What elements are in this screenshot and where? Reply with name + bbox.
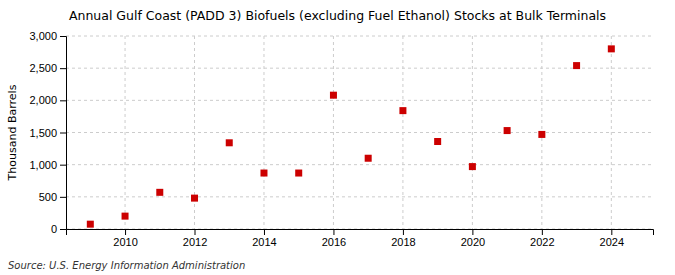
- x-axis-line: [67, 230, 654, 236]
- point: [365, 155, 372, 162]
- point: [191, 195, 198, 202]
- x-tick-mark: [125, 229, 126, 235]
- y-tick-label: 0: [51, 223, 57, 235]
- grid-line-x: [333, 36, 334, 229]
- plot-area: 2010 2012 2014 2016 2018 2020 2022 2024 0 500 1,00…: [29, 30, 653, 248]
- point: [573, 62, 580, 69]
- x-tick-label: 2010: [113, 236, 137, 248]
- x-tick: 2016: [322, 229, 346, 248]
- grid-line-x: [402, 36, 403, 229]
- grid-line-y: [66, 100, 653, 101]
- grid-line-x: [125, 36, 126, 229]
- y-tick: 2,000: [29, 94, 66, 106]
- grid-line-x: [611, 36, 612, 229]
- y-tick-mark: [60, 197, 66, 198]
- y-tick-label: 1,500: [29, 127, 57, 139]
- grid-line-y: [66, 132, 653, 133]
- point: [538, 131, 545, 138]
- y-tick-mark: [60, 133, 66, 134]
- x-tick-label: 2014: [252, 236, 276, 248]
- y-tick: 1,500: [29, 127, 66, 139]
- point: [260, 170, 267, 177]
- y-tick-mark: [60, 229, 66, 230]
- y-tick: 3,000: [29, 30, 66, 42]
- x-tick-mark: [333, 229, 334, 235]
- y-axis-title: Thousand Barrels: [6, 84, 19, 181]
- y-tick: 2,500: [29, 62, 66, 74]
- grid: [66, 36, 653, 229]
- point: [399, 107, 406, 114]
- x-tick-label: 2022: [530, 236, 554, 248]
- y-tick-label: 500: [39, 191, 57, 203]
- point: [122, 213, 129, 220]
- grid-line-y: [66, 196, 653, 197]
- x-tick-mark: [264, 229, 265, 235]
- y-tick-mark: [60, 100, 66, 101]
- point: [608, 45, 615, 52]
- x-tick-mark: [542, 229, 543, 235]
- x-tick: 2022: [530, 229, 554, 248]
- x-tick-label: 2018: [391, 236, 415, 248]
- grid-line-x: [472, 36, 473, 229]
- grid-line-y: [66, 68, 653, 69]
- y-axis: 0 500 1,000 1,500 2,000 2,500 3,000: [29, 30, 66, 235]
- y-tick-mark: [60, 36, 66, 37]
- points: [87, 45, 615, 227]
- x-tick: 2012: [183, 229, 207, 248]
- y-tick-label: 2,500: [29, 62, 57, 74]
- source: Source: U.S. Energy Information Administ…: [8, 260, 245, 271]
- x-tick: 2014: [252, 229, 276, 248]
- x-tick-mark: [403, 229, 404, 235]
- y-axis-line: [60, 37, 67, 230]
- x-tick: 2024: [600, 229, 624, 248]
- point: [156, 189, 163, 196]
- x-tick-label: 2016: [322, 236, 346, 248]
- point: [295, 170, 302, 177]
- point: [330, 92, 337, 99]
- x-tick-mark: [611, 229, 612, 235]
- y-tick-mark: [60, 68, 66, 69]
- x-tick-label: 2012: [183, 236, 207, 248]
- chart: 2010 2012 2014 2016 2018 2020 2022 2024 0 500 1,00…: [0, 0, 675, 275]
- y-tick: 500: [39, 191, 66, 203]
- x-tick: 2010: [113, 229, 137, 248]
- grid-line-x: [263, 36, 264, 229]
- point: [87, 221, 94, 228]
- y-tick: 1,000: [29, 159, 66, 171]
- point: [434, 138, 441, 145]
- x-axis: 2010 2012 2014 2016 2018 2020 2022 2024: [67, 229, 654, 248]
- y-tick-mark: [60, 165, 66, 166]
- point: [226, 139, 233, 146]
- x-tick: 2018: [391, 229, 415, 248]
- x-tick-mark: [472, 229, 473, 235]
- grid-line-y: [66, 164, 653, 165]
- title: Annual Gulf Coast (PADD 3) Biofuels (exc…: [69, 8, 606, 23]
- y-tick: 0: [51, 223, 66, 235]
- y-tick-label: 1,000: [29, 159, 57, 171]
- x-tick-label: 2024: [600, 236, 624, 248]
- grid-line-y: [66, 36, 653, 37]
- x-tick: 2020: [461, 229, 485, 248]
- x-tick-mark: [195, 229, 196, 235]
- y-tick-label: 3,000: [29, 30, 57, 42]
- x-tick-label: 2020: [461, 236, 485, 248]
- y-tick-label: 2,000: [29, 94, 57, 106]
- point: [469, 163, 476, 170]
- point: [504, 127, 511, 134]
